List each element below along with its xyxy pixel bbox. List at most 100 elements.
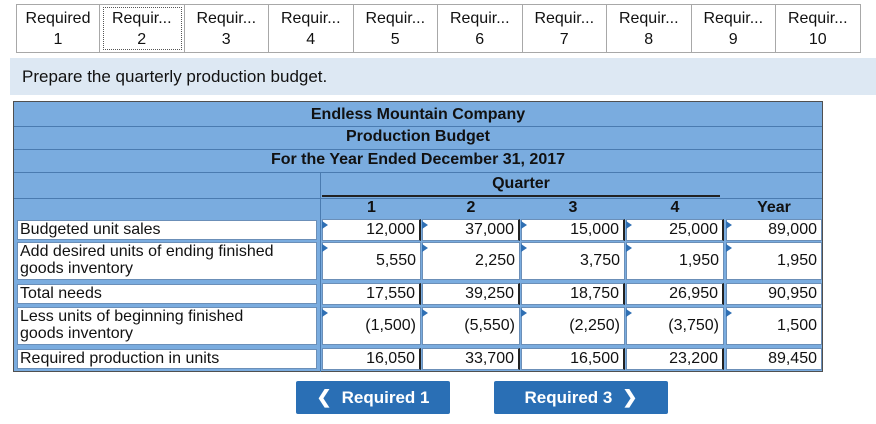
row-label-text: Add desired units of ending finished xyxy=(20,243,274,260)
tab-required-9[interactable]: Requir... 9 xyxy=(691,4,776,53)
cell-total-needs-year[interactable]: 90,950 xyxy=(726,283,822,305)
company-name: Endless Mountain Company xyxy=(310,106,526,123)
row-label-text: Total needs xyxy=(20,285,102,302)
tab-required-6[interactable]: Requir... 6 xyxy=(438,4,523,53)
prev-button-label: Required 1 xyxy=(341,388,430,407)
tab-required-7[interactable]: Requir... 7 xyxy=(522,4,607,53)
cell-marker-icon xyxy=(521,221,527,229)
cell-total-needs-q3[interactable]: 18,750 xyxy=(521,283,625,305)
tab-label: Requir... xyxy=(703,10,764,27)
row-label-text: Less units of beginning finished xyxy=(20,308,244,325)
cell-ending-inventory-q4[interactable]: 1,950 xyxy=(626,242,724,280)
tab-number: 4 xyxy=(306,31,316,48)
cell-required-production-q3[interactable]: 16,500 xyxy=(521,348,625,370)
cell-budgeted-sales-q2[interactable]: 37,000 xyxy=(422,219,520,241)
budget-period: For the Year Ended December 31, 2017 xyxy=(270,151,566,168)
prev-required-1-button[interactable]: ❮ Required 1 xyxy=(296,381,450,414)
tab-label: Requir... xyxy=(618,10,679,27)
cell-marker-icon xyxy=(422,221,428,229)
tab-number: 8 xyxy=(644,31,654,48)
cell-ending-inventory-q2[interactable]: 2,250 xyxy=(422,242,520,280)
tab-label: Requir... xyxy=(449,10,510,27)
budget-title: Production Budget xyxy=(346,128,490,145)
chevron-left-icon: ❮ xyxy=(316,387,332,407)
tab-label: Requir... xyxy=(280,10,341,27)
cell-total-needs-q2[interactable]: 39,250 xyxy=(422,283,520,305)
tab-required-5[interactable]: Requir... 5 xyxy=(353,4,438,53)
tab-label: Requir... xyxy=(534,10,595,27)
tab-required-4[interactable]: Requir... 4 xyxy=(269,4,354,53)
tab-label: Requir... xyxy=(365,10,426,27)
cell-total-needs-q4[interactable]: 26,950 xyxy=(626,283,724,305)
cell-required-production-year[interactable]: 89,450 xyxy=(726,348,822,370)
cell-marker-icon xyxy=(322,244,328,252)
cell-beginning-inventory-q1[interactable]: (1,500) xyxy=(322,307,421,345)
column-header-year: Year xyxy=(757,199,791,216)
tab-number: 9 xyxy=(728,31,738,48)
tab-label: Required xyxy=(25,10,91,27)
cell-marker-icon xyxy=(322,309,328,317)
cell-marker-icon xyxy=(726,309,732,317)
requirement-tabs: Required 1 Requir... 2 Requir... 3 Requir..… xyxy=(16,4,861,53)
instruction-text: Prepare the quarterly production budget. xyxy=(10,58,876,95)
column-header-q2: 2 xyxy=(466,199,476,216)
tab-number: 10 xyxy=(808,31,827,48)
row-label-required-production: Required production in units xyxy=(17,349,317,369)
cell-marker-icon xyxy=(626,309,632,317)
divider xyxy=(14,149,822,150)
tab-number: 5 xyxy=(390,31,400,48)
row-label-budgeted-unit-sales: Budgeted unit sales xyxy=(17,220,317,240)
tab-required-8[interactable]: Requir... 8 xyxy=(607,4,692,53)
tab-required-10[interactable]: Requir... 10 xyxy=(776,4,861,53)
cell-marker-icon xyxy=(322,221,328,229)
tab-number: 6 xyxy=(475,31,485,48)
cell-required-production-q4[interactable]: 23,200 xyxy=(626,348,724,370)
divider xyxy=(14,126,822,127)
chevron-right-icon: ❯ xyxy=(622,387,638,407)
cell-budgeted-sales-q1[interactable]: 12,000 xyxy=(322,219,421,241)
row-label-less-beginning-inventory: Less units of beginning finished goods in… xyxy=(17,307,317,345)
row-label-text: Required production in units xyxy=(20,350,220,367)
cell-marker-icon xyxy=(422,244,428,252)
cell-budgeted-sales-year[interactable]: 89,000 xyxy=(726,219,822,241)
tab-required-2[interactable]: Requir... 2 xyxy=(100,4,185,53)
tab-label: Requir... xyxy=(196,10,257,27)
row-label-text: Budgeted unit sales xyxy=(20,221,161,238)
row-label-total-needs: Total needs xyxy=(17,284,317,304)
tab-number: 1 xyxy=(53,31,63,48)
cell-ending-inventory-q1[interactable]: 5,550 xyxy=(322,242,421,280)
next-required-3-button[interactable]: Required 3 ❯ xyxy=(494,381,668,414)
next-button-label: Required 3 xyxy=(524,388,613,407)
cell-marker-icon xyxy=(422,309,428,317)
cell-beginning-inventory-q3[interactable]: (2,250) xyxy=(521,307,625,345)
row-label-text: goods inventory xyxy=(20,325,133,342)
cell-ending-inventory-year[interactable]: 1,950 xyxy=(726,242,822,280)
tab-label: Requir... xyxy=(787,10,848,27)
column-header-q1: 1 xyxy=(367,199,376,216)
cell-ending-inventory-q3[interactable]: 3,750 xyxy=(521,242,625,280)
tab-number: 2 xyxy=(137,31,147,48)
column-header-q4: 4 xyxy=(670,199,680,216)
divider xyxy=(14,198,822,199)
divider xyxy=(14,172,822,173)
row-label-add-ending-inventory: Add desired units of ending finished good… xyxy=(17,242,317,280)
tab-required-1[interactable]: Required 1 xyxy=(16,4,100,53)
column-header-q3: 3 xyxy=(568,199,578,216)
production-budget-table: Endless Mountain Company Production Budg… xyxy=(13,101,823,372)
cell-beginning-inventory-q4[interactable]: (3,750) xyxy=(626,307,724,345)
cell-beginning-inventory-q2[interactable]: (5,550) xyxy=(422,307,520,345)
tab-required-3[interactable]: Requir... 3 xyxy=(184,4,269,53)
cell-required-production-q1[interactable]: 16,050 xyxy=(322,348,421,370)
cell-required-production-q2[interactable]: 33,700 xyxy=(422,348,520,370)
cell-marker-icon xyxy=(521,309,527,317)
cell-marker-icon xyxy=(521,244,527,252)
tab-number: 7 xyxy=(559,31,569,48)
cell-budgeted-sales-q3[interactable]: 15,000 xyxy=(521,219,625,241)
cell-marker-icon xyxy=(726,221,732,229)
cell-budgeted-sales-q4[interactable]: 25,000 xyxy=(626,219,724,241)
column-divider xyxy=(320,172,321,372)
tab-label: Requir... xyxy=(111,10,172,27)
cell-marker-icon xyxy=(626,221,632,229)
cell-total-needs-q1[interactable]: 17,550 xyxy=(322,283,421,305)
cell-beginning-inventory-year[interactable]: 1,500 xyxy=(726,307,822,345)
